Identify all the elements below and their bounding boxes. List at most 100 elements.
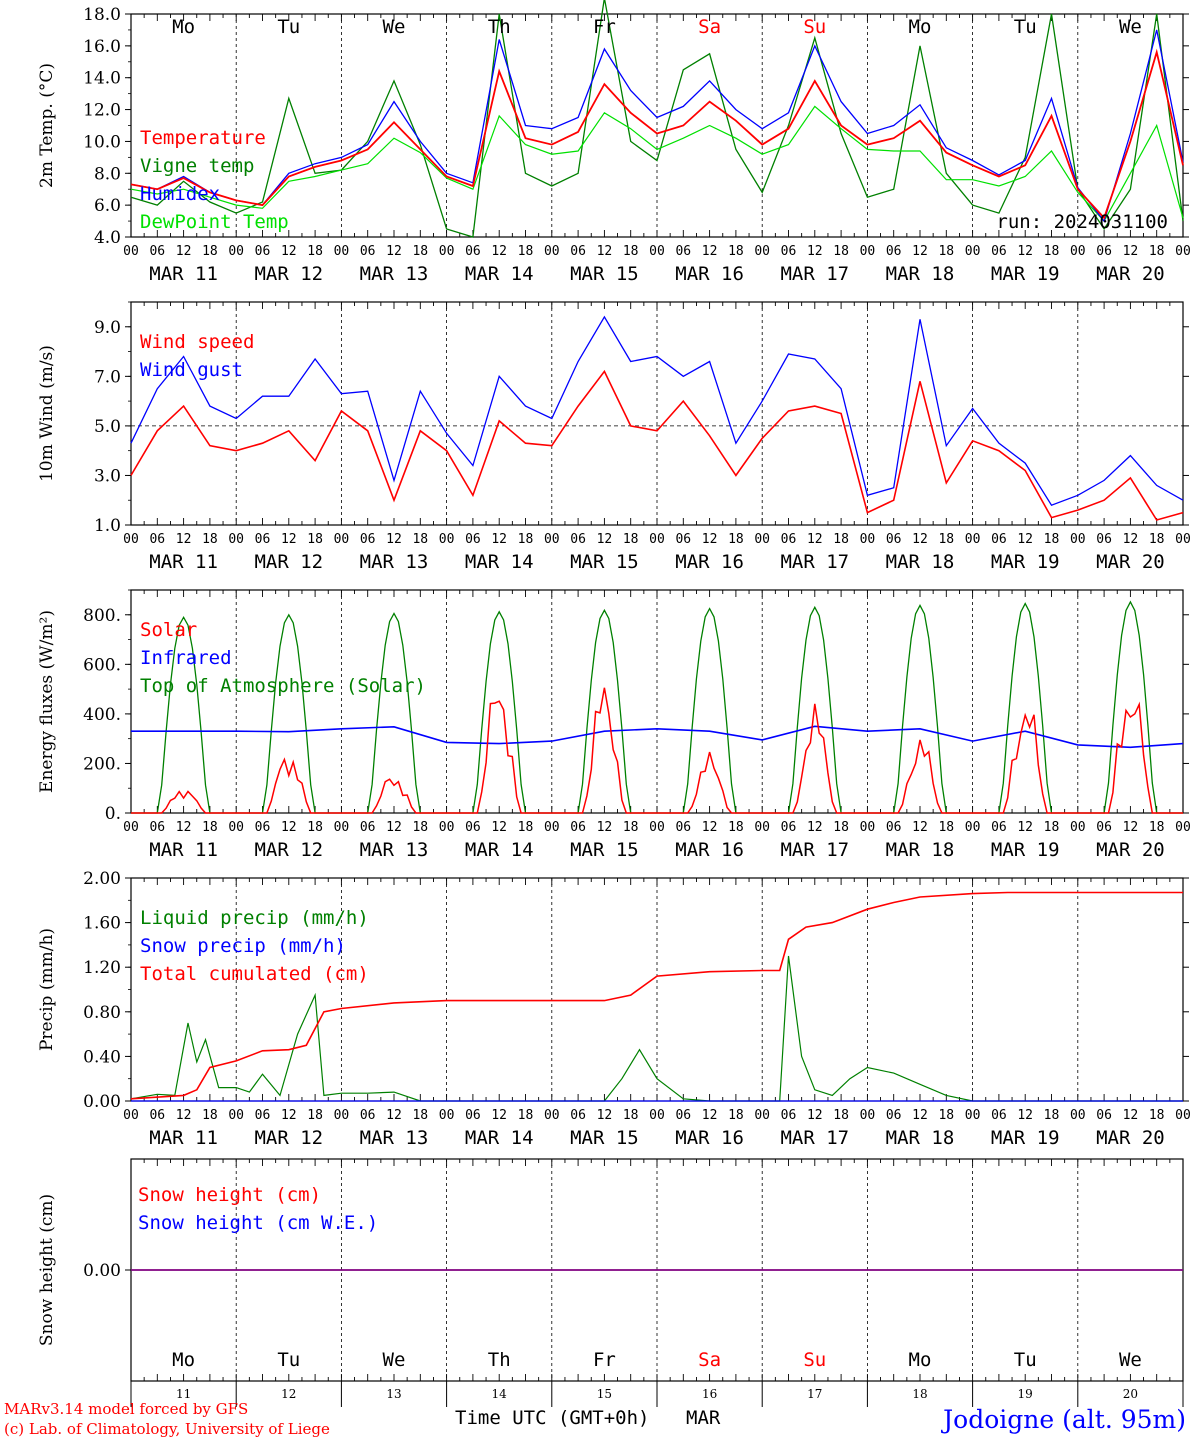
y-tick-label: 1.60 xyxy=(83,914,121,934)
x-hour-label: 12 xyxy=(1123,532,1139,547)
y-tick-label: 1.20 xyxy=(83,958,121,978)
y-axis-label: Precip (mm/h) xyxy=(37,928,57,1051)
x-hour-label: 00 xyxy=(123,532,139,547)
x-hour-label: 12 xyxy=(281,820,297,835)
x-hour-label: 06 xyxy=(781,532,797,547)
day-abbr-top: Sa xyxy=(698,16,721,38)
y-tick-label: 0.80 xyxy=(83,1003,121,1023)
day-abbr-top: Tu xyxy=(1014,16,1037,38)
x-date-label: MAR 18 xyxy=(886,551,955,573)
x-hour-label: 12 xyxy=(807,820,823,835)
x-date-label: MAR 17 xyxy=(780,839,849,861)
x-hour-label: 06 xyxy=(360,820,376,835)
y-tick-label: 4.0 xyxy=(94,228,121,248)
x-hour-label: 18 xyxy=(1044,244,1060,259)
x-date-label: MAR 20 xyxy=(1096,839,1165,861)
x-hour-label: 12 xyxy=(702,820,718,835)
x-hour-label: 06 xyxy=(781,1108,797,1123)
y-tick-label: 6.0 xyxy=(94,196,121,216)
x-hour-label: 18 xyxy=(833,532,849,547)
x-hour-label: 12 xyxy=(1017,820,1033,835)
legend-solar: Solar xyxy=(140,619,197,641)
series-line-humidex xyxy=(130,29,1184,223)
x-hour-label: 00 xyxy=(334,532,350,547)
x-hour-label: 12 xyxy=(281,532,297,547)
x-date-label: MAR 11 xyxy=(149,263,218,285)
legend-top-of-atmosphere-solar: Top of Atmosphere (Solar) xyxy=(140,675,426,697)
x-hour-label: 18 xyxy=(202,820,218,835)
x-hour-label: 12 xyxy=(912,244,928,259)
y-tick-label: 800. xyxy=(83,606,121,626)
x-hour-label: 18 xyxy=(1149,820,1165,835)
day-abbr-top: We xyxy=(383,16,406,38)
x-hour-label: 18 xyxy=(307,1108,323,1123)
panel-3: 0. 200. 400. 600. 800. Energy fluxes (W/m²) 00… xyxy=(37,589,1191,861)
x-hour-label: 00 xyxy=(544,532,560,547)
day-abbr-bottom: Fr xyxy=(593,1349,616,1371)
x-date-label: MAR 20 xyxy=(1096,263,1165,285)
x-hour-label: 06 xyxy=(465,820,481,835)
y-tick-label: 600. xyxy=(83,655,121,675)
x-hour-label: 06 xyxy=(360,244,376,259)
x-hour-label: 06 xyxy=(360,1108,376,1123)
x-hour-label: 06 xyxy=(149,820,165,835)
x-date-label: MAR 17 xyxy=(780,263,849,285)
x-hour-label: 00 xyxy=(1175,820,1191,835)
y-tick-label: 0.00 xyxy=(83,1261,121,1281)
x-hour-label: 06 xyxy=(1096,532,1112,547)
x-axis-title: Time UTC (GMT+0h) xyxy=(455,1407,649,1429)
x-hour-label: 12 xyxy=(807,532,823,547)
x-hour-label: 18 xyxy=(1149,244,1165,259)
x-hour-label: 00 xyxy=(123,244,139,259)
legend-wind-gust: Wind gust xyxy=(140,359,243,381)
y-tick-label: 7.0 xyxy=(94,367,121,387)
x-hour-label: 12 xyxy=(491,820,507,835)
x-hour-label: 12 xyxy=(386,244,402,259)
x-date-label: MAR 16 xyxy=(675,1127,744,1149)
x-hour-label: 12 xyxy=(491,1108,507,1123)
day-abbr-bottom: We xyxy=(1119,1349,1142,1371)
x-hour-label: 12 xyxy=(912,1108,928,1123)
y-tick-label: 200. xyxy=(83,754,121,774)
x-hour-label: 18 xyxy=(518,1108,534,1123)
legend-temperature: Temperature xyxy=(140,127,266,149)
day-abbr-top: Mo xyxy=(909,16,932,38)
x-hour-label: 00 xyxy=(754,1108,770,1123)
legend-infrared: Infrared xyxy=(140,647,232,669)
legend-liquid-precip-mm-h: Liquid precip (mm/h) xyxy=(140,907,369,929)
day-abbr-top: Mo xyxy=(172,16,195,38)
x-date-label: MAR 11 xyxy=(149,551,218,573)
x-hour-label: 06 xyxy=(675,532,691,547)
x-hour-label: 12 xyxy=(281,244,297,259)
day-number: 20 xyxy=(1123,1387,1138,1401)
x-hour-label: 18 xyxy=(518,820,534,835)
x-hour-label: 00 xyxy=(1070,532,1086,547)
legend-snow-height-2: Snow height (cm W.E.) xyxy=(138,1212,378,1234)
x-hour-label: 12 xyxy=(597,1108,613,1123)
x-hour-label: 00 xyxy=(649,532,665,547)
x-hour-label: 06 xyxy=(149,244,165,259)
x-date-label: MAR 18 xyxy=(886,1127,955,1149)
x-hour-label: 18 xyxy=(412,532,428,547)
footer: MARv3.14 model forced by GFS (c) Lab. of … xyxy=(4,1400,1186,1438)
x-hour-label: 12 xyxy=(386,1108,402,1123)
x-hour-label: 00 xyxy=(544,820,560,835)
x-date-label: MAR 15 xyxy=(570,263,639,285)
x-date-label: MAR 15 xyxy=(570,551,639,573)
day-abbr-bottom: Sa xyxy=(698,1349,721,1371)
x-date-label: MAR 19 xyxy=(991,551,1060,573)
run-annotation: run: 2024031100 xyxy=(996,211,1168,233)
x-hour-label: 12 xyxy=(386,532,402,547)
x-hour-label: 06 xyxy=(149,532,165,547)
panel-5: 0.00 Snow height (cm) Snow height (cm) Snow… xyxy=(37,1158,1184,1407)
x-date-label: MAR 20 xyxy=(1096,1127,1165,1149)
series-line-vigne-temp xyxy=(130,0,1184,238)
x-hour-label: 12 xyxy=(386,820,402,835)
x-hour-label: 12 xyxy=(176,244,192,259)
x-hour-label: 00 xyxy=(965,1108,981,1123)
x-hour-label: 18 xyxy=(728,820,744,835)
x-date-label: MAR 12 xyxy=(254,551,323,573)
x-hour-label: 12 xyxy=(702,532,718,547)
x-date-label: MAR 13 xyxy=(360,551,429,573)
